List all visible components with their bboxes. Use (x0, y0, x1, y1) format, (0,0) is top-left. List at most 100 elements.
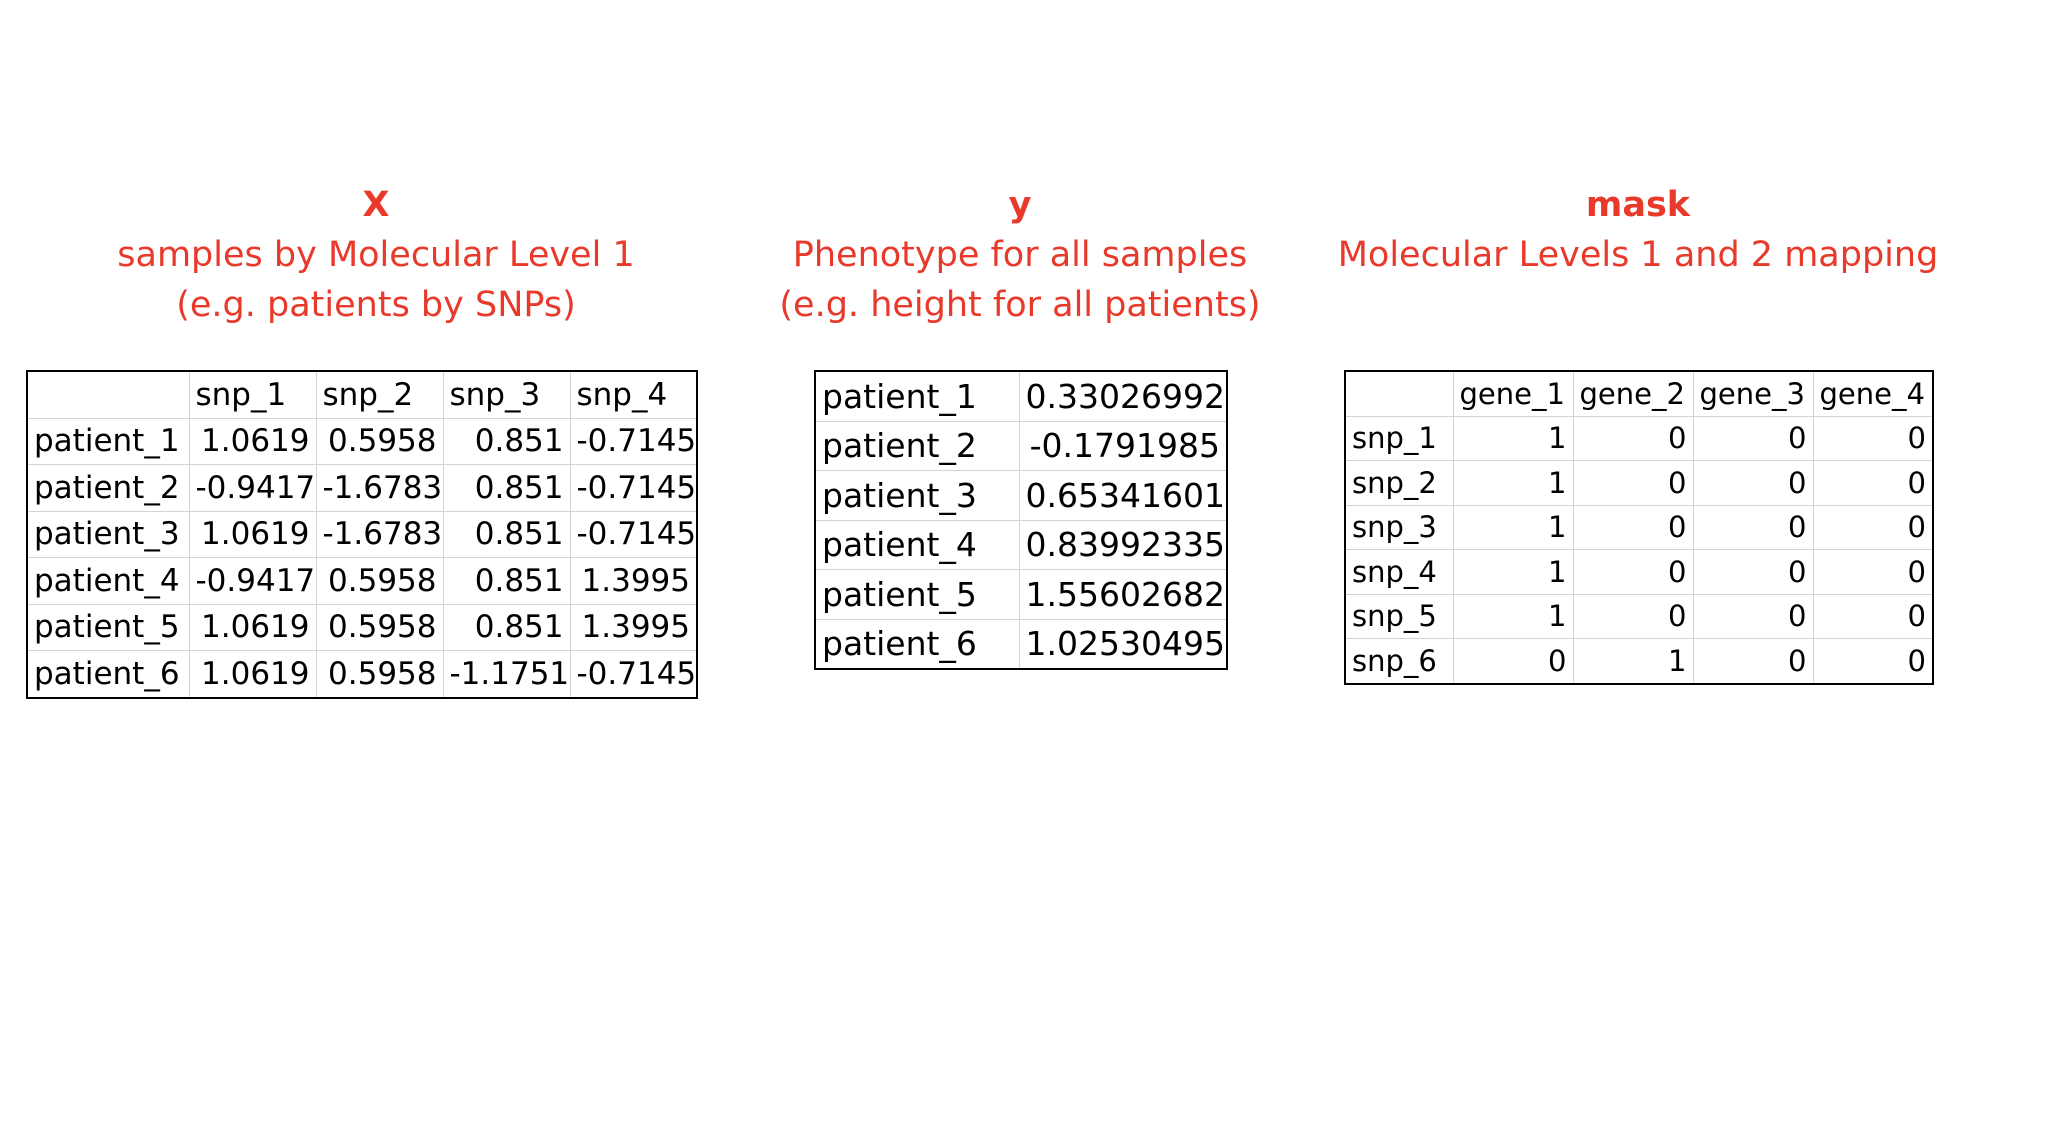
mask-cell: 0 (1572, 549, 1693, 594)
x-column-header: snp_3 (442, 371, 570, 418)
x-cell: 0.5958 (315, 650, 443, 698)
y-row-label: patient_6 (815, 618, 1019, 669)
y-row-label: patient_1 (822, 376, 977, 416)
mask-column-header: gene_4 (1812, 371, 1933, 416)
y-subtitle-line-2: (e.g. height for all patients) (779, 285, 1261, 325)
x-cell: -0.7145 (569, 510, 697, 558)
mask-row-label: snp_2 (1345, 460, 1453, 505)
mask-row-label: snp_6 (1345, 638, 1453, 684)
x-header-row: snp_1 snp_2 snp_3 snp_4 (27, 371, 697, 418)
mask-data-table: gene_1 gene_2 gene_3 gene_4 snp_1 1 0 0 … (1344, 370, 1934, 685)
mask-column-header: gene_2 (1572, 371, 1693, 416)
table-row: patient_4 0.83992335 (815, 519, 1227, 570)
x-cell: 0.851 (442, 417, 570, 465)
y-title: y (1008, 185, 1032, 225)
mask-cell: 1 (1572, 638, 1693, 684)
y-cell: 1.02530495 (1018, 618, 1227, 669)
x-cell: 1.0619 (188, 650, 316, 698)
mask-cell: 1 (1452, 593, 1573, 639)
table-row: patient_4 -0.9417 0.5958 0.851 1.3995 (27, 557, 697, 604)
mask-cell: 1 (1452, 504, 1573, 550)
x-cell: -1.1751 (442, 650, 570, 698)
mask-title: mask (1585, 185, 1691, 225)
mask-cell: 0 (1812, 460, 1933, 505)
mask-cell: 0 (1812, 415, 1933, 461)
mask-subtitle-line-1: Molecular Levels 1 and 2 mapping (1337, 235, 1939, 275)
mask-corner-cell (1345, 371, 1453, 416)
table-row: patient_1 0.33026992 (815, 371, 1227, 421)
x-column-header: snp_4 (569, 371, 697, 418)
mask-cell: 1 (1452, 549, 1573, 594)
x-cell: 0.851 (442, 603, 570, 651)
mask-cell: 0 (1812, 549, 1933, 594)
x-row-label: patient_3 (27, 510, 189, 558)
x-column-header: snp_2 (315, 371, 443, 418)
x-cell: -0.7145 (569, 417, 697, 465)
x-cell: -1.6783 (315, 464, 443, 511)
mask-row-label: snp_5 (1345, 593, 1453, 639)
y-row-label: patient_5 (815, 569, 1019, 619)
mask-cell: 1 (1452, 415, 1573, 461)
x-cell: 1.0619 (188, 510, 316, 558)
x-cell: -0.9417 (188, 464, 316, 511)
mask-cell: 0 (1692, 549, 1813, 594)
y-cell: 0.83992335 (1018, 519, 1227, 570)
mask-row-label: snp_3 (1345, 504, 1453, 550)
mask-cell: 0 (1572, 415, 1693, 461)
y-cell: 0.33026992 (1018, 371, 1227, 421)
table-row: patient_5 1.55602682 (815, 569, 1227, 619)
mask-row-label: snp_1 (1345, 415, 1453, 461)
x-cell: 0.851 (442, 510, 570, 558)
mask-header-row: gene_1 gene_2 gene_3 gene_4 (1345, 371, 1933, 416)
table-row: snp_6 0 1 0 0 (1345, 638, 1933, 684)
x-cell: 0.851 (442, 464, 570, 511)
x-cell: -0.9417 (188, 557, 316, 604)
x-cell: -1.6783 (315, 510, 443, 558)
mask-cell: 0 (1692, 504, 1813, 550)
table-row: snp_2 1 0 0 0 (1345, 460, 1933, 505)
x-cell: -0.7145 (569, 650, 697, 698)
x-column-header: snp_1 (188, 371, 316, 418)
x-cell: 0.5958 (315, 417, 443, 465)
mask-cell: 1 (1452, 460, 1573, 505)
y-row-label: patient_2 (815, 420, 1019, 471)
mask-cell: 0 (1572, 593, 1693, 639)
table-row: patient_3 1.0619 -1.6783 0.851 -0.7145 (27, 510, 697, 558)
x-row-label: patient_4 (27, 557, 189, 604)
y-data-table: patient_1 0.33026992 patient_2 -0.179198… (814, 370, 1228, 670)
mask-cell: 0 (1812, 504, 1933, 550)
table-row: patient_6 1.02530495 (815, 618, 1227, 669)
x-panel-title: X samples by Molecular Level 1 (e.g. pat… (86, 180, 666, 330)
mask-column-header: gene_3 (1692, 371, 1813, 416)
mask-cell: 0 (1692, 415, 1813, 461)
y-subtitle-line-1: Phenotype for all samples (792, 235, 1248, 275)
y-row-label: patient_3 (815, 470, 1019, 520)
mask-row-label: snp_4 (1345, 549, 1453, 594)
table-row: patient_1 1.0619 0.5958 0.851 -0.7145 (27, 417, 697, 465)
mask-cell: 0 (1812, 593, 1933, 639)
mask-cell: 0 (1572, 504, 1693, 550)
table-row: patient_6 1.0619 0.5958 -1.1751 -0.7145 (27, 650, 697, 698)
x-cell: 0.5958 (315, 603, 443, 651)
x-cell: 0.851 (442, 557, 570, 604)
mask-cell: 0 (1812, 638, 1933, 684)
x-cell: 0.5958 (315, 557, 443, 604)
x-cell: 1.0619 (188, 417, 316, 465)
y-row-label: patient_4 (815, 519, 1019, 570)
table-row: snp_4 1 0 0 0 (1345, 549, 1933, 594)
mask-cell: 0 (1572, 460, 1693, 505)
table-row: patient_5 1.0619 0.5958 0.851 1.3995 (27, 603, 697, 651)
x-cell: 1.3995 (569, 557, 697, 604)
x-corner-cell (27, 371, 189, 418)
y-cell: 0.65341601 (1018, 470, 1227, 520)
x-row-label: patient_2 (27, 464, 189, 511)
mask-cell: 0 (1452, 638, 1573, 684)
x-subtitle-line-1: samples by Molecular Level 1 (117, 235, 635, 275)
mask-cell: 0 (1692, 460, 1813, 505)
x-data-table: snp_1 snp_2 snp_3 snp_4 patient_1 1.0619… (26, 370, 698, 699)
x-row-label: patient_1 (27, 417, 189, 465)
table-row: patient_3 0.65341601 (815, 470, 1227, 520)
x-cell: -0.7145 (569, 464, 697, 511)
x-title: X (362, 185, 390, 225)
mask-cell: 0 (1692, 638, 1813, 684)
